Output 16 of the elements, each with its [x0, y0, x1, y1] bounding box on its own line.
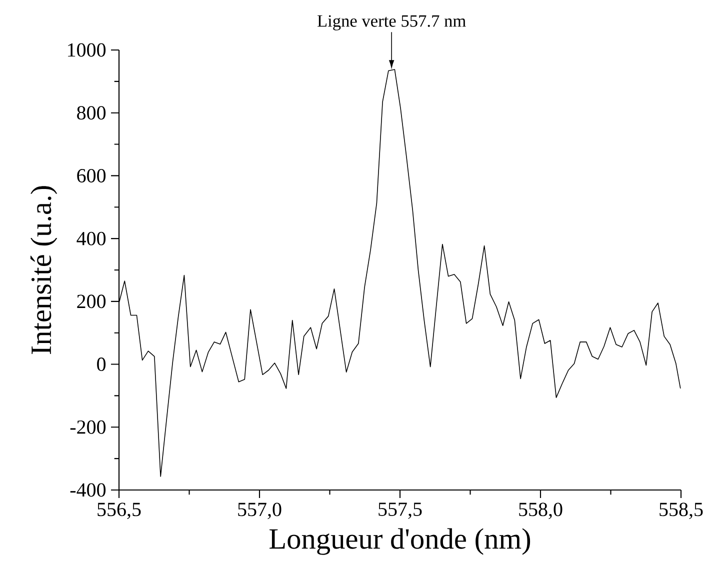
y-axis-title: Intensité (u.a.) — [30, 186, 58, 354]
x-axis-title: Longueur d'onde (nm) — [269, 528, 530, 555]
y-tick-label: -400 — [70, 483, 106, 497]
y-tick-label: 800 — [77, 106, 106, 120]
y-tick-label: 0 — [97, 358, 106, 372]
y-tick-label: 200 — [77, 294, 106, 308]
x-tick-label: 556,5 — [98, 502, 141, 520]
y-tick-label: 600 — [77, 168, 106, 182]
y-tick-label: 400 — [76, 232, 106, 246]
x-tick-label: 558,0 — [519, 502, 562, 520]
x-tick-label: 557,5 — [378, 502, 422, 519]
y-tick-label: -200 — [70, 420, 106, 434]
annotation: Ligne verte 557.7 nm — [317, 15, 466, 30]
y-tick-label: 1000 — [68, 43, 106, 57]
x-tick-label: 557,0 — [238, 502, 282, 520]
x-tick-label: 558,5 — [660, 502, 703, 520]
